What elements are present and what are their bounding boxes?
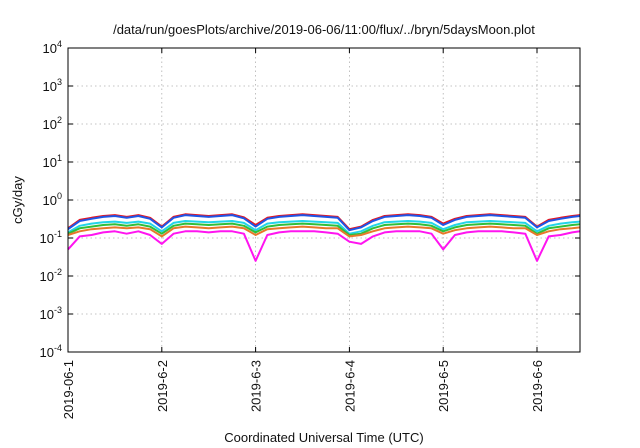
x-tick-label: 2019-6-6 bbox=[530, 360, 545, 412]
y-tick-label: 101 bbox=[43, 153, 62, 170]
x-tick-label: 2019-6-2 bbox=[155, 360, 170, 412]
y-tick-label: 102 bbox=[43, 115, 62, 132]
y-tick-label: 10-2 bbox=[40, 267, 62, 284]
chart-title: /data/run/goesPlots/archive/2019-06-06/1… bbox=[113, 22, 535, 37]
x-axis: 2019-06-1 2019-6-2 2019-6-3 2019-6-4 2019-6-… bbox=[61, 48, 545, 419]
y-tick-label: 10-3 bbox=[40, 305, 62, 322]
series-group bbox=[67, 213, 581, 262]
y-tick-label: 104 bbox=[43, 39, 62, 56]
y-tick-label: 103 bbox=[43, 77, 62, 94]
series-line-6 bbox=[67, 230, 581, 262]
series-line-5 bbox=[67, 225, 581, 238]
x-axis-label: Coordinated Universal Time (UTC) bbox=[224, 430, 423, 445]
y-axis-label: cGy/day bbox=[10, 176, 25, 224]
series-line-4 bbox=[67, 222, 581, 236]
x-tick-label: 2019-6-3 bbox=[249, 360, 264, 412]
series-line-3 bbox=[67, 220, 581, 235]
y-tick-label: 10-4 bbox=[40, 343, 62, 360]
grid bbox=[68, 48, 580, 352]
y-tick-label: 10-1 bbox=[40, 229, 62, 246]
x-tick-label: 2019-6-5 bbox=[436, 360, 451, 412]
series-line-2 bbox=[67, 214, 581, 232]
y-axis: 10-4 10-3 10-2 10-1 100 101 102 103 104 bbox=[40, 39, 580, 360]
y-tick-label: 100 bbox=[43, 191, 62, 208]
x-tick-label: 2019-06-1 bbox=[61, 360, 76, 419]
x-tick-label: 2019-6-4 bbox=[342, 360, 357, 412]
